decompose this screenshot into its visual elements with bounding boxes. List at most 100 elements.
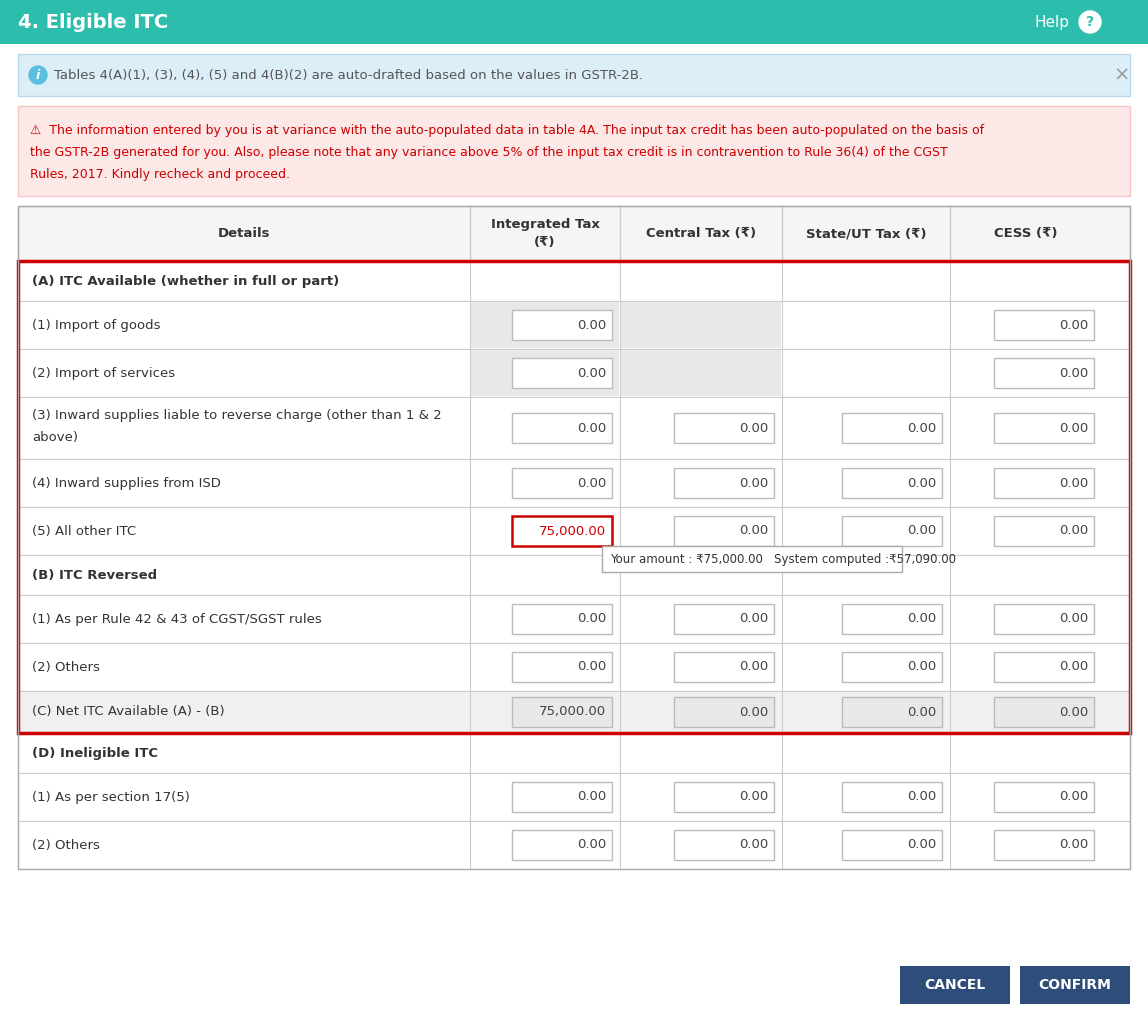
Text: (2) Others: (2) Others: [32, 838, 100, 851]
Bar: [512, 604, 612, 634]
Bar: [18, 643, 1130, 691]
Bar: [18, 397, 1130, 459]
Text: (B) ITC Reversed: (B) ITC Reversed: [32, 568, 157, 582]
Text: ×: ×: [1114, 65, 1130, 85]
Text: 0.00: 0.00: [907, 612, 936, 625]
Text: 0.00: 0.00: [739, 660, 768, 673]
Text: 0.00: 0.00: [907, 476, 936, 490]
Text: (4) Inward supplies from ISD: (4) Inward supplies from ISD: [32, 476, 220, 490]
Text: 0.00: 0.00: [907, 705, 936, 718]
Text: (₹): (₹): [534, 236, 556, 249]
Bar: [674, 516, 774, 546]
Text: 0.00: 0.00: [739, 612, 768, 625]
Bar: [674, 468, 774, 498]
Bar: [18, 507, 1130, 555]
Bar: [994, 652, 1094, 682]
Text: 4. Eligible ITC: 4. Eligible ITC: [18, 12, 169, 32]
Bar: [512, 413, 612, 443]
Text: 0.00: 0.00: [739, 421, 768, 434]
Bar: [18, 733, 1130, 773]
Bar: [841, 516, 943, 546]
Text: CANCEL: CANCEL: [924, 978, 986, 992]
Bar: [512, 468, 612, 498]
Bar: [994, 604, 1094, 634]
Text: 0.00: 0.00: [1058, 790, 1088, 803]
Bar: [674, 697, 774, 727]
Text: 0.00: 0.00: [1058, 612, 1088, 625]
Bar: [18, 595, 1130, 643]
Text: 0.00: 0.00: [576, 790, 606, 803]
Text: 0.00: 0.00: [739, 705, 768, 718]
Bar: [841, 782, 943, 812]
Bar: [674, 652, 774, 682]
Text: 0.00: 0.00: [1058, 524, 1088, 538]
Text: 0.00: 0.00: [907, 838, 936, 851]
Bar: [994, 413, 1094, 443]
Bar: [994, 358, 1094, 388]
Bar: [994, 310, 1094, 340]
Bar: [18, 773, 1130, 821]
Bar: [512, 358, 612, 388]
Text: (1) Import of goods: (1) Import of goods: [32, 319, 161, 331]
Bar: [674, 604, 774, 634]
Text: (D) Ineligible ITC: (D) Ineligible ITC: [32, 746, 158, 759]
Bar: [471, 301, 619, 349]
Text: above): above): [32, 431, 78, 444]
Text: 0.00: 0.00: [1058, 838, 1088, 851]
Text: 0.00: 0.00: [1058, 367, 1088, 379]
Text: 75,000.00: 75,000.00: [538, 705, 606, 718]
Text: (1) As per section 17(5): (1) As per section 17(5): [32, 790, 189, 803]
Bar: [621, 350, 781, 396]
Text: 0.00: 0.00: [1058, 319, 1088, 331]
Bar: [674, 782, 774, 812]
Text: 0.00: 0.00: [576, 660, 606, 673]
Text: ⚠  The information entered by you is at variance with the auto-populated data in: ⚠ The information entered by you is at v…: [30, 124, 984, 137]
Bar: [1021, 966, 1130, 1004]
Text: (1) As per Rule 42 & 43 of CGST/SGST rules: (1) As per Rule 42 & 43 of CGST/SGST rul…: [32, 612, 321, 625]
Text: 0.00: 0.00: [576, 476, 606, 490]
Text: 0.00: 0.00: [1058, 421, 1088, 434]
Text: 0.00: 0.00: [907, 524, 936, 538]
Bar: [841, 830, 943, 860]
Text: Rules, 2017. Kindly recheck and proceed.: Rules, 2017. Kindly recheck and proceed.: [30, 168, 290, 181]
Bar: [674, 413, 774, 443]
Bar: [994, 697, 1094, 727]
Text: 0.00: 0.00: [1058, 660, 1088, 673]
Text: CONFIRM: CONFIRM: [1039, 978, 1111, 992]
Bar: [512, 782, 612, 812]
Text: 0.00: 0.00: [907, 421, 936, 434]
Bar: [471, 350, 619, 396]
Bar: [18, 301, 1130, 349]
Text: (2) Others: (2) Others: [32, 660, 100, 673]
Text: Your amount : ₹75,000.00   System computed :₹57,090.00: Your amount : ₹75,000.00 System computed…: [610, 553, 956, 565]
Bar: [18, 206, 1130, 261]
Bar: [18, 821, 1130, 869]
Circle shape: [29, 66, 47, 84]
Text: 0.00: 0.00: [739, 476, 768, 490]
Bar: [18, 206, 1130, 869]
Bar: [512, 830, 612, 860]
Text: 75,000.00: 75,000.00: [538, 524, 606, 538]
Text: 0.00: 0.00: [1058, 476, 1088, 490]
Text: ?: ?: [1086, 15, 1094, 29]
Bar: [994, 468, 1094, 498]
Bar: [0, 0, 1148, 44]
Text: (3) Inward supplies liable to reverse charge (other than 1 & 2: (3) Inward supplies liable to reverse ch…: [32, 409, 442, 422]
Text: 0.00: 0.00: [907, 790, 936, 803]
Text: (2) Import of services: (2) Import of services: [32, 367, 176, 379]
Bar: [674, 830, 774, 860]
Text: Details: Details: [218, 227, 270, 240]
Text: 0.00: 0.00: [576, 319, 606, 331]
Text: CESS (₹): CESS (₹): [994, 227, 1057, 240]
Bar: [994, 782, 1094, 812]
Text: (C) Net ITC Available (A) - (B): (C) Net ITC Available (A) - (B): [32, 705, 225, 718]
Text: 0.00: 0.00: [739, 838, 768, 851]
Text: 0.00: 0.00: [1058, 705, 1088, 718]
Bar: [18, 261, 1130, 301]
Bar: [621, 301, 781, 349]
Bar: [512, 516, 612, 546]
Text: the GSTR-2B generated for you. Also, please note that any variance above 5% of t: the GSTR-2B generated for you. Also, ple…: [30, 146, 948, 159]
Text: State/UT Tax (₹): State/UT Tax (₹): [806, 227, 926, 240]
Circle shape: [1079, 11, 1101, 33]
Bar: [841, 413, 943, 443]
